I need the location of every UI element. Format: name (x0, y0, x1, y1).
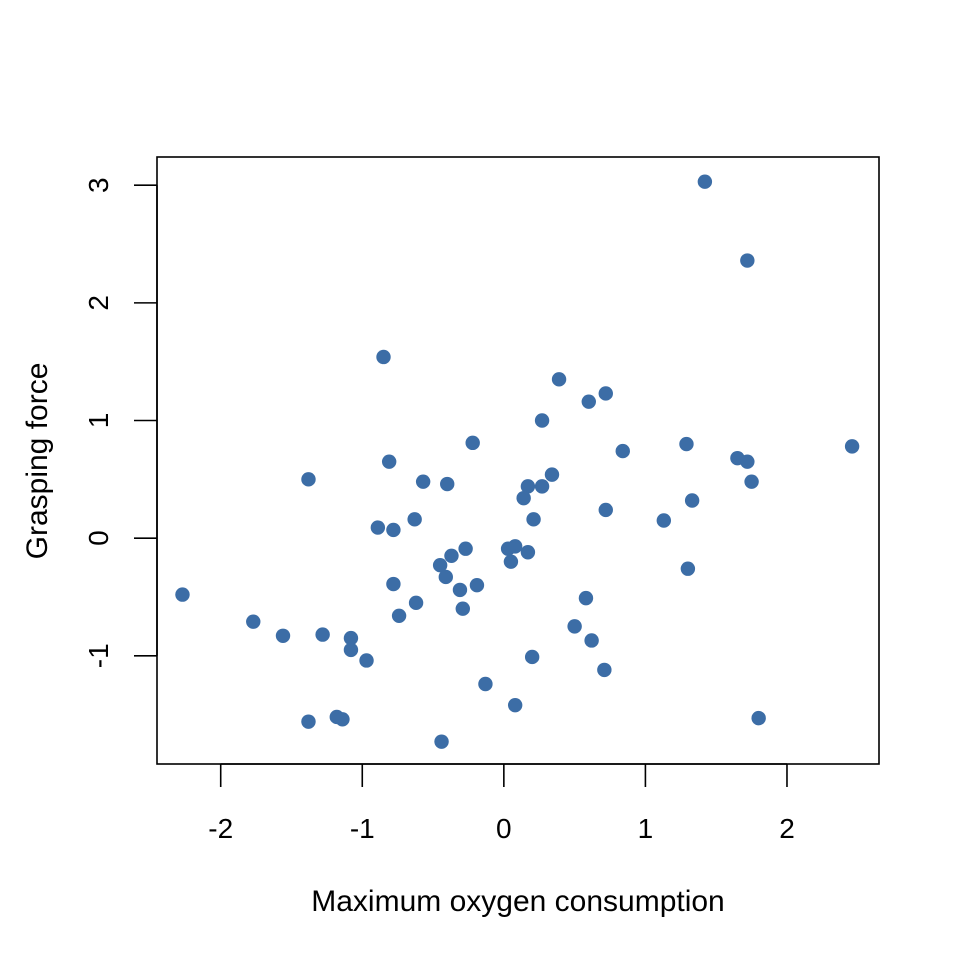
data-point (315, 627, 330, 642)
data-point (478, 676, 493, 692)
data-point (584, 633, 599, 648)
data-point (740, 454, 755, 469)
data-point (343, 642, 359, 658)
y-tick-label: 1 (83, 413, 114, 429)
x-tick-label: -1 (350, 813, 375, 844)
data-point (744, 474, 759, 489)
data-point (465, 435, 480, 451)
data-point (500, 541, 516, 556)
x-tick-label: 2 (779, 813, 795, 844)
data-point (408, 595, 424, 611)
x-axis: -2 -1 0 1 2 (208, 763, 795, 844)
data-point (386, 576, 401, 592)
data-point (407, 512, 422, 527)
x-tick-label: -2 (208, 813, 233, 844)
data-point (503, 554, 519, 569)
data-point (438, 569, 453, 585)
x-axis-title: Maximum oxygen consumption (311, 885, 725, 918)
y-tick-label: 3 (83, 177, 114, 193)
data-point (598, 502, 613, 518)
data-point (301, 472, 316, 487)
y-axis: -1 0 1 2 3 (83, 177, 158, 668)
data-point (544, 467, 560, 482)
data-point (376, 349, 391, 365)
data-point (534, 479, 550, 494)
data-point (359, 653, 374, 668)
data-point (656, 513, 672, 528)
data-point (567, 619, 582, 634)
data-point (335, 712, 350, 727)
data-point (534, 413, 550, 428)
data-point (598, 386, 613, 401)
data-point (452, 582, 468, 598)
data-point (469, 577, 485, 593)
plot-frame (156, 156, 880, 765)
data-point (275, 628, 291, 643)
data-point (246, 614, 261, 629)
data-point (455, 601, 470, 616)
data-point (432, 557, 448, 573)
data-point (679, 436, 694, 452)
data-point (391, 608, 407, 623)
x-tick-label: 0 (496, 813, 512, 844)
data-point (444, 548, 459, 563)
data-point (175, 587, 190, 602)
data-point (507, 697, 523, 713)
data-point (370, 520, 386, 535)
data-point (458, 541, 473, 556)
data-point (615, 443, 630, 459)
data-point (343, 630, 359, 646)
data-point (516, 490, 531, 506)
data-point (844, 439, 860, 454)
data-point (434, 734, 449, 749)
y-tick-label: 0 (83, 530, 114, 546)
data-point (520, 545, 536, 560)
y-tick-label: -1 (83, 643, 114, 668)
data-points (175, 174, 860, 749)
y-axis-title: Grasping force (21, 363, 54, 560)
data-point (597, 662, 612, 678)
y-tick-label: 2 (83, 295, 114, 311)
data-point (440, 476, 455, 492)
data-point (520, 479, 536, 494)
data-point (526, 512, 541, 527)
data-point (381, 454, 397, 469)
data-point (301, 714, 316, 729)
data-point (684, 493, 700, 508)
data-point (740, 253, 755, 268)
data-point (524, 649, 540, 665)
data-point (751, 710, 766, 726)
data-point (578, 590, 594, 606)
data-point (386, 522, 401, 538)
data-point (581, 394, 596, 409)
data-point (415, 474, 431, 489)
data-point (551, 372, 567, 387)
x-tick-label: 1 (638, 813, 654, 844)
data-point (680, 561, 696, 576)
data-point (697, 174, 713, 189)
